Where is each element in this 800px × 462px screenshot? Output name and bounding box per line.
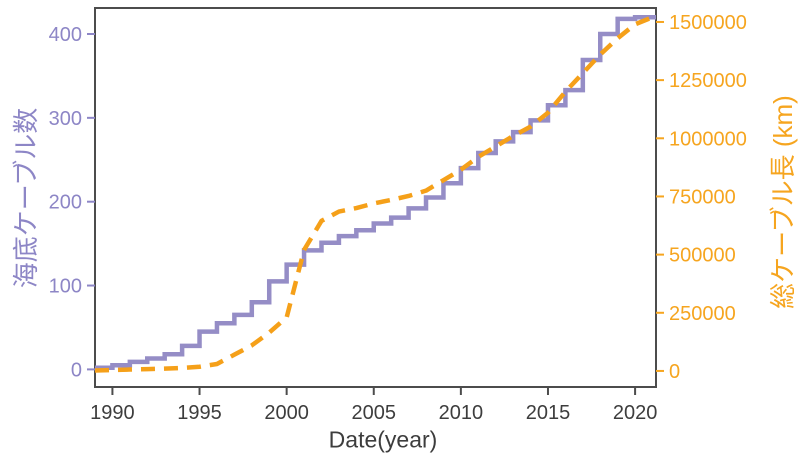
left-axis-title: 海底ケーブル数 — [11, 107, 41, 289]
y-left-tick-label: 300 — [49, 108, 82, 130]
y-right-tick-label: 1000000 — [669, 128, 747, 150]
y-right-tick-label: 0 — [669, 361, 680, 383]
x-axis-title: Date(year) — [328, 426, 438, 453]
y-left-tick-label: 0 — [71, 359, 82, 381]
x-tick-label: 2020 — [613, 402, 658, 424]
y-right-tick-label: 1500000 — [669, 12, 747, 34]
y-left-tick-label: 200 — [49, 192, 82, 214]
y-left-tick-label: 100 — [49, 276, 82, 298]
x-tick-label: 2015 — [526, 402, 571, 424]
y-left-tick-label: 400 — [49, 24, 82, 46]
y-right-tick-label: 750000 — [669, 186, 736, 208]
plot-frame — [94, 7, 657, 388]
cable-length-line — [94, 15, 656, 373]
right-axis-title: 総ケーブル長 (km) — [768, 95, 798, 309]
x-tick-label: 1990 — [90, 402, 135, 424]
x-tick-label: 2010 — [439, 402, 484, 424]
y-right-tick-label: 500000 — [669, 245, 736, 267]
y-right-tick-label: 1250000 — [669, 70, 747, 92]
x-tick-label: 2005 — [352, 402, 397, 424]
x-tick-label: 1995 — [177, 402, 222, 424]
x-tick-label: 2000 — [264, 402, 309, 424]
y-right-tick-label: 250000 — [669, 303, 736, 325]
cable-count-line — [95, 14, 656, 370]
